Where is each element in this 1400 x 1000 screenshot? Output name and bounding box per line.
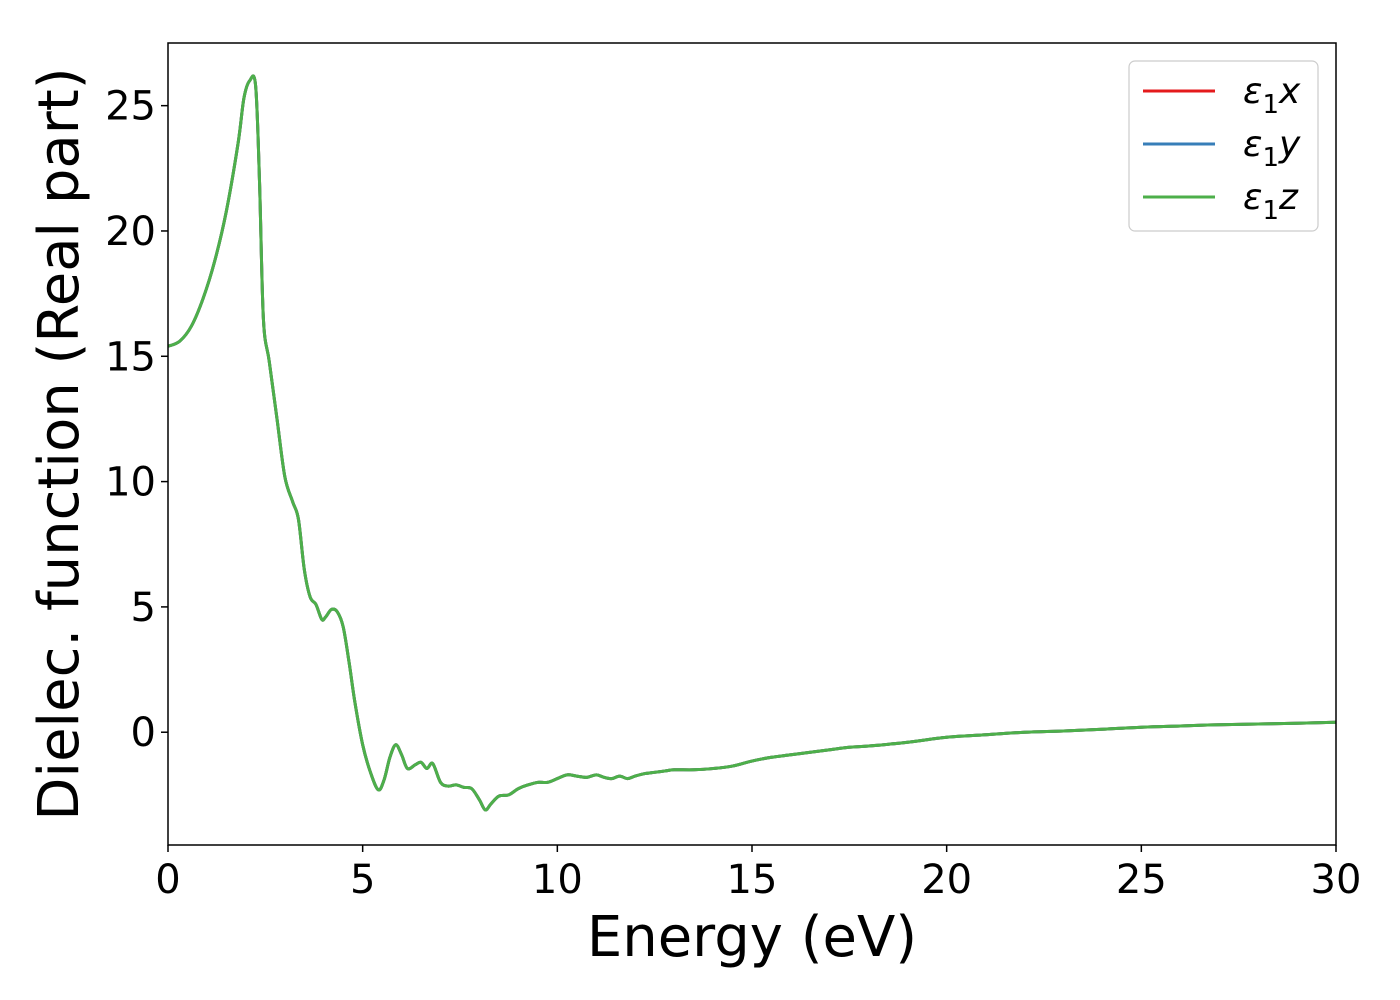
x-tick-label: 25 bbox=[1116, 857, 1167, 903]
legend-label-z: ε1z bbox=[1243, 177, 1299, 226]
y-tick-label: 0 bbox=[131, 710, 156, 756]
y-tick-label: 15 bbox=[105, 334, 156, 380]
y-tick-label: 5 bbox=[131, 585, 156, 631]
x-tick-label: 5 bbox=[350, 857, 375, 903]
x-tick-label: 0 bbox=[155, 857, 180, 903]
legend-label-y: ε1y bbox=[1243, 124, 1301, 173]
x-tick-label: 15 bbox=[727, 857, 778, 903]
y-axis-label: Dielec. function (Real part) bbox=[27, 67, 92, 820]
y-tick-label: 25 bbox=[105, 84, 156, 130]
x-tick-label: 30 bbox=[1311, 857, 1362, 903]
x-tick-label: 20 bbox=[921, 857, 972, 903]
y-tick-label: 20 bbox=[105, 209, 156, 255]
series-layer bbox=[168, 74, 1336, 812]
x-axis-ticks: 0 5 10 15 20 25 30 bbox=[155, 845, 1361, 903]
series-line-z bbox=[168, 74, 1336, 812]
y-tick-label: 10 bbox=[105, 460, 156, 506]
x-axis-label: Energy (eV) bbox=[587, 905, 917, 970]
legend-box bbox=[1128, 60, 1319, 232]
x-tick-label: 10 bbox=[532, 857, 583, 903]
legend-label-x: ε1x bbox=[1243, 71, 1301, 120]
y-axis-ticks: 0 5 10 15 20 25 bbox=[105, 84, 168, 756]
